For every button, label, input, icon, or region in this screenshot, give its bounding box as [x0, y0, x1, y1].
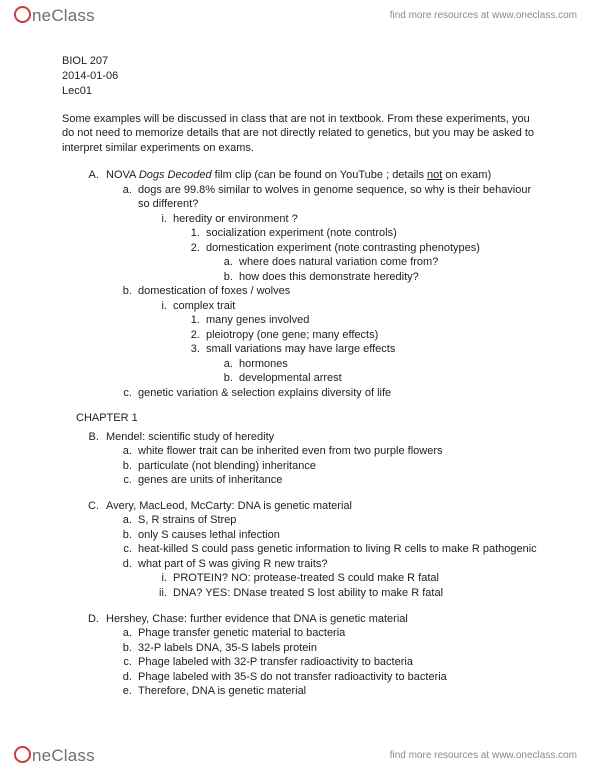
header-tagline: find more resources at www.oneclass.com	[390, 10, 577, 21]
a-a-i-2-a: where does natural variation come from?	[236, 255, 540, 270]
lecture-number: Lec01	[62, 84, 540, 99]
doc-meta: BIOL 207 2014-01-06 Lec01	[62, 54, 540, 99]
page-footer: ne Class find more resources at www.onec…	[0, 740, 595, 770]
a-b-i-3-b: developmental arrest	[236, 371, 540, 386]
outline: NOVA Dogs Decoded film clip (can be foun…	[62, 168, 540, 699]
a-a: dogs are 99.8% similar to wolves in geno…	[135, 183, 540, 285]
section-b: Mendel: scientific study of heredity whi…	[102, 430, 540, 488]
c-d-ii: DNA? YES: DNase treated S lost ability t…	[170, 586, 540, 601]
intro-text: Some examples will be discussed in class…	[62, 113, 534, 154]
footer-tagline: find more resources at www.oneclass.com	[390, 750, 577, 761]
sec-a-title: NOVA Dogs Decoded film clip (can be foun…	[106, 169, 491, 181]
brand-text-class: Class	[51, 746, 95, 766]
c-c: heat-killed S could pass genetic informa…	[135, 542, 540, 557]
c-b: only S causes lethal infection	[135, 528, 540, 543]
b-b: particulate (not blending) inheritance	[135, 459, 540, 474]
b-a: white flower trait can be inherited even…	[135, 444, 540, 459]
brand-logo: ne Class	[14, 4, 95, 26]
brand-ring-icon	[14, 6, 31, 23]
c-d: what part of S was giving R new traits? …	[135, 557, 540, 601]
doc-date: 2014-01-06	[62, 69, 540, 84]
outline-list-cont: Mendel: scientific study of heredity whi…	[62, 430, 540, 699]
course-code: BIOL 207	[62, 54, 540, 69]
a-b: domestication of foxes / wolves complex …	[135, 284, 540, 386]
brand-text-one: ne	[32, 6, 51, 26]
d-a: Phage transfer genetic material to bacte…	[135, 626, 540, 641]
a-b-i-3: small variations may have large effects …	[203, 342, 540, 386]
d-d: Phage labeled with 35-S do not transfer …	[135, 670, 540, 685]
a-b-i: complex trait many genes involved pleiot…	[170, 299, 540, 386]
brand-logo-footer: ne Class	[14, 744, 95, 766]
c-d-i: PROTEIN? NO: protease-treated S could ma…	[170, 571, 540, 586]
d-b: 32-P labels DNA, 35-S labels protein	[135, 641, 540, 656]
a-c: genetic variation & selection explains d…	[135, 386, 540, 401]
brand-text-one: ne	[32, 746, 51, 766]
a-b-i-2: pleiotropy (one gene; many effects)	[203, 328, 540, 343]
document-body: BIOL 207 2014-01-06 Lec01 Some examples …	[62, 54, 540, 710]
section-c: Avery, MacLeod, McCarty: DNA is genetic …	[102, 499, 540, 601]
c-a: S, R strains of Strep	[135, 513, 540, 528]
b-c: genes are units of inheritance	[135, 473, 540, 488]
a-a-i-2: domestication experiment (note contrasti…	[203, 241, 540, 285]
page-header: ne Class find more resources at www.onec…	[0, 0, 595, 30]
intro-paragraph: Some examples will be discussed in class…	[62, 112, 540, 156]
a-a-i: heredity or environment ? socialization …	[170, 212, 540, 285]
brand-text-class: Class	[51, 6, 95, 26]
brand-ring-icon	[14, 746, 31, 763]
a-a-i-1: socialization experiment (note controls)	[203, 226, 540, 241]
a-b-i-1: many genes involved	[203, 313, 540, 328]
section-d: Hershey, Chase: further evidence that DN…	[102, 612, 540, 699]
outline-list: NOVA Dogs Decoded film clip (can be foun…	[62, 168, 540, 400]
chapter-heading: CHAPTER 1	[76, 411, 540, 426]
d-c: Phage labeled with 32-P transfer radioac…	[135, 655, 540, 670]
a-b-i-3-a: hormones	[236, 357, 540, 372]
a-a-i-2-b: how does this demonstrate heredity?	[236, 270, 540, 285]
section-a: NOVA Dogs Decoded film clip (can be foun…	[102, 168, 540, 400]
d-e: Therefore, DNA is genetic material	[135, 684, 540, 699]
